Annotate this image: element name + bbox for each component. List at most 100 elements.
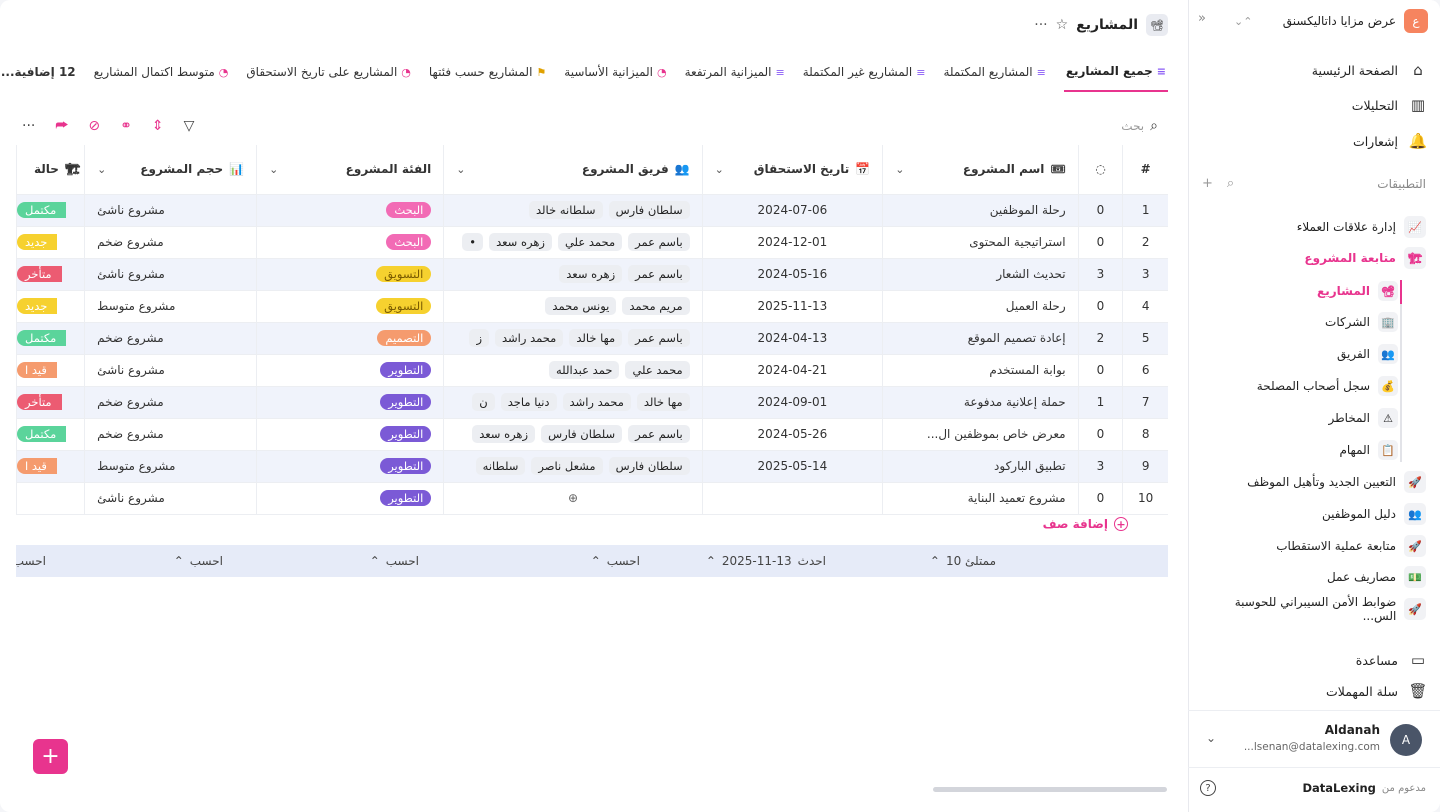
- cell-category[interactable]: التطوير: [256, 418, 444, 451]
- cell-size[interactable]: مشروع ضخم: [84, 322, 257, 355]
- cell-size[interactable]: مشروع ناشئ: [84, 482, 257, 515]
- cell-team[interactable]: محمد علي حمد عبدالله: [443, 354, 703, 387]
- summary-calc-team[interactable]: احسب ⌃: [591, 545, 640, 577]
- team-member-chip[interactable]: باسم عمر: [628, 233, 690, 251]
- app-onboarding[interactable]: 🚀 التعيين الجديد وتأهيل الموظف: [1200, 469, 1426, 495]
- team-member-chip[interactable]: سلطانه خالد: [529, 201, 603, 219]
- cell-project-name[interactable]: إعادة تصميم الموقع: [882, 322, 1079, 355]
- tab-incomplete[interactable]: ≡ المشاريع غير المكتملة: [803, 52, 926, 92]
- cell-project-name[interactable]: مشروع تعميد البناية: [882, 482, 1079, 515]
- hide-fields-icon[interactable]: ⊘: [88, 118, 101, 134]
- cell-status[interactable]: قيد ا: [16, 354, 85, 387]
- sub-item-risks[interactable]: ⚠ المخاطر: [1218, 405, 1398, 431]
- table-row[interactable]: 4 0 رحلة العميل 2025-11-13 مريم محمد يونس محم…: [16, 290, 1168, 323]
- more-icon[interactable]: ···: [1034, 17, 1048, 33]
- share-icon[interactable]: ⮫: [55, 118, 69, 134]
- cell-size[interactable]: مشروع ضخم: [84, 386, 257, 419]
- add-row-button[interactable]: + إضافة صف: [1043, 517, 1128, 531]
- cell-status[interactable]: مكتمل: [16, 194, 85, 227]
- nav-trash[interactable]: 🗑 سلة المهملات: [1200, 677, 1428, 705]
- app-cybersecurity[interactable]: 🚀 ضوابط الأمن السيبراني للحوسبة الس...: [1200, 595, 1426, 623]
- cell-team[interactable]: مريم محمد يونس محمد: [443, 290, 703, 323]
- cell-category[interactable]: البحث: [256, 226, 444, 259]
- add-record-button[interactable]: +: [33, 739, 68, 774]
- team-member-chip[interactable]: سلطان فارس: [608, 201, 690, 219]
- team-member-chip[interactable]: سلطان فارس: [541, 425, 623, 443]
- chevron-down-icon[interactable]: ⌄: [456, 162, 466, 176]
- col-header-due-date[interactable]: 📅 تاريخ الاستحقاق ⌄: [701, 145, 883, 195]
- tab-completed[interactable]: ≡ المشاريع المكتملة: [943, 52, 1045, 92]
- cell-comments[interactable]: 0: [1077, 194, 1123, 227]
- cell-category[interactable]: التصميم: [256, 322, 444, 355]
- summary-calc-status[interactable]: احسب: [16, 545, 46, 577]
- cell-due-date[interactable]: [701, 482, 883, 515]
- app-expenses[interactable]: 💵 مصاريف عمل: [1200, 564, 1426, 590]
- cell-team[interactable]: باسم عمر سلطان فارس زهره سعد: [443, 418, 703, 451]
- cell-status[interactable]: قيد ا: [16, 450, 85, 483]
- chevron-down-icon[interactable]: ⌄: [97, 162, 107, 176]
- team-member-chip[interactable]: زهره سعد: [489, 233, 552, 251]
- cell-team[interactable]: مها خالد محمد راشد دنيا ماجد ن: [443, 386, 703, 419]
- team-member-chip[interactable]: يونس محمد: [545, 297, 617, 315]
- cell-size[interactable]: مشروع ضخم: [84, 418, 257, 451]
- team-member-chip[interactable]: •: [462, 233, 484, 251]
- col-header-team[interactable]: 👥 فريق المشروع ⌄: [443, 145, 703, 195]
- cell-comments[interactable]: 0: [1077, 482, 1123, 515]
- search-box[interactable]: ⌕ بحث: [1121, 118, 1158, 134]
- team-member-chip[interactable]: باسم عمر: [628, 425, 690, 443]
- user-menu[interactable]: A Aldanah ...lsenan@datalexing.com ⌄: [1188, 710, 1440, 768]
- col-header-number[interactable]: #: [1122, 145, 1168, 195]
- team-member-chip[interactable]: محمد علي: [557, 233, 623, 251]
- cell-category[interactable]: التطوير: [256, 354, 444, 387]
- cell-project-name[interactable]: رحلة العميل: [882, 290, 1079, 323]
- tab-more[interactable]: 12 إضافية...: [1, 52, 76, 92]
- tab-high-budget[interactable]: ≡ الميزانية المرتفعة: [685, 52, 785, 92]
- cell-comments[interactable]: 3: [1077, 258, 1123, 291]
- help-icon[interactable]: ?: [1200, 780, 1216, 796]
- col-header-category[interactable]: الفئة المشروع ⌄: [256, 145, 444, 195]
- cell-status[interactable]: متأخر: [16, 258, 85, 291]
- cell-team[interactable]: باسم عمر محمد علي زهره سعد •: [443, 226, 703, 259]
- cell-due-date[interactable]: 2024-05-16: [701, 258, 883, 291]
- color-icon[interactable]: ⚭: [120, 118, 132, 134]
- more-icon[interactable]: ···: [22, 118, 36, 134]
- summary-latest[interactable]: احدث 2025-11-13 ⌃: [706, 545, 826, 577]
- cell-team[interactable]: سلطان فارس مشعل ناصر سلطانه: [443, 450, 703, 483]
- team-member-chip[interactable]: دنيا ماجد: [500, 393, 557, 411]
- cell-comments[interactable]: 0: [1077, 354, 1123, 387]
- cell-project-name[interactable]: حملة إعلانية مدفوعة: [882, 386, 1079, 419]
- team-member-chip[interactable]: محمد علي: [625, 361, 690, 379]
- cell-size[interactable]: مشروع ضخم: [84, 226, 257, 259]
- cell-category[interactable]: التطوير: [256, 450, 444, 483]
- cell-size[interactable]: مشروع متوسط: [84, 450, 257, 483]
- nav-help[interactable]: ▭ مساعدة: [1200, 646, 1428, 674]
- cell-size[interactable]: مشروع ناشئ: [84, 354, 257, 387]
- cell-category[interactable]: التطوير: [256, 482, 444, 515]
- cell-project-name[interactable]: بوابة المستخدم: [882, 354, 1079, 387]
- cell-due-date[interactable]: 2024-09-01: [701, 386, 883, 419]
- table-row[interactable]: 10 0 مشروع تعميد البناية ⊕ التطوير مشروع ناشئ: [16, 482, 1168, 515]
- cell-comments[interactable]: 3: [1077, 450, 1123, 483]
- cell-size[interactable]: مشروع متوسط: [84, 290, 257, 323]
- cell-due-date[interactable]: 2025-05-14: [701, 450, 883, 483]
- nav-analytics[interactable]: ▥ التحليلات: [1200, 91, 1428, 119]
- team-member-chip[interactable]: محمد راشد: [562, 393, 631, 411]
- team-member-chip[interactable]: زهره سعد: [472, 425, 536, 443]
- team-member-chip[interactable]: باسم عمر: [628, 329, 690, 347]
- table-row[interactable]: 2 0 استراتيجية المحتوى 2024-12-01 باسم عمر مح…: [16, 226, 1168, 259]
- sub-item-projects[interactable]: 📽 المشاريع: [1218, 278, 1398, 304]
- table-row[interactable]: 7 1 حملة إعلانية مدفوعة 2024-09-01 مها خالدم…: [16, 386, 1168, 419]
- summary-calc-category[interactable]: احسب ⌃: [370, 545, 419, 577]
- col-header-size[interactable]: 📊 حجم المشروع ⌄: [84, 145, 257, 195]
- cell-comments[interactable]: 0: [1077, 226, 1123, 259]
- star-icon[interactable]: ☆: [1055, 17, 1069, 33]
- app-project-tracking[interactable]: 🏗 متابعة المشروع: [1200, 245, 1426, 271]
- tab-avg-completion[interactable]: ◔ متوسط اكتمال المشاريع: [94, 52, 229, 92]
- table-row[interactable]: 3 3 تحديث الشعار 2024-05-16 باسم عمرزهره سعد…: [16, 258, 1168, 291]
- table-row[interactable]: 5 2 إعادة تصميم الموقع 2024-04-13 باسم عمر مه…: [16, 322, 1168, 355]
- table-row[interactable]: 6 0 بوابة المستخدم 2024-04-21 محمد علي حمد عب…: [16, 354, 1168, 387]
- chevron-down-icon[interactable]: ⌄: [1206, 731, 1217, 745]
- team-member-chip[interactable]: محمد راشد: [495, 329, 564, 347]
- cell-due-date[interactable]: 2024-05-26: [701, 418, 883, 451]
- filter-icon[interactable]: ▽: [183, 118, 195, 134]
